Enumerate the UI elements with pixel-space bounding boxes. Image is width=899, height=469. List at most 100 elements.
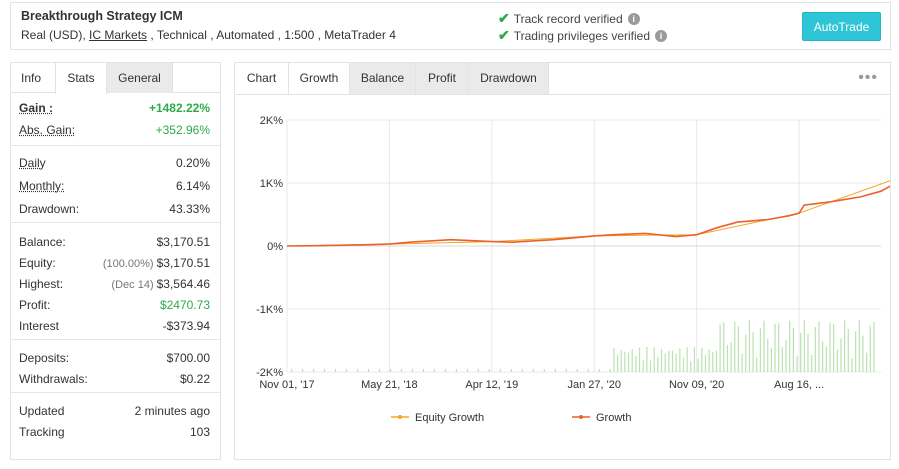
stat-label: Tracking <box>19 424 65 439</box>
activity-bar <box>873 321 875 372</box>
activity-bar <box>334 369 337 372</box>
legend-growth-marker <box>579 415 583 419</box>
trading-privileges-verified: ✔ Trading privileges verified i <box>498 27 668 44</box>
account-details: , Technical , Automated , 1:500 , MetaTr… <box>150 28 396 42</box>
activity-bar <box>488 369 490 372</box>
tab-info[interactable]: Info <box>21 71 42 85</box>
stat-interest: Interest -$373.94 <box>11 315 220 340</box>
activity-bar <box>620 349 622 372</box>
activity-bar <box>803 320 805 372</box>
activity-bar <box>367 369 370 372</box>
activity-bar <box>811 354 813 372</box>
stat-monthly: Monthly: 6.14% <box>11 173 220 199</box>
legend-growth: Growth <box>596 412 631 424</box>
activity-bar <box>624 351 626 372</box>
stat-deposits: Deposits: $700.00 <box>11 347 220 368</box>
activity-bar <box>657 356 659 372</box>
check-icon: ✔ <box>498 27 510 43</box>
activity-bar <box>858 320 860 372</box>
stat-label: Equity: <box>19 255 56 270</box>
activity-bar <box>800 332 802 372</box>
tab-general[interactable]: General <box>107 63 173 93</box>
stat-label[interactable]: Abs. Gain: <box>19 122 76 137</box>
activity-bar <box>565 369 567 372</box>
activity-bar <box>840 338 842 372</box>
activity-bar <box>701 347 703 372</box>
broker-link[interactable]: IC Markets <box>89 28 148 42</box>
activity-bar <box>576 369 578 372</box>
stat-label: Interest <box>19 318 60 333</box>
stat-value: +1482.22% <box>148 100 210 115</box>
activity-bar <box>660 348 663 372</box>
activity-bar <box>737 326 740 372</box>
activity-bar <box>411 369 414 372</box>
activity-bar <box>825 346 827 372</box>
equity-percent: (100.00%) <box>102 257 154 270</box>
activity-bar <box>829 322 831 372</box>
activity-bar <box>715 350 718 372</box>
activity-bar <box>697 358 699 372</box>
activity-bar <box>664 353 666 372</box>
stat-label[interactable]: Daily <box>19 155 46 170</box>
activity-bar <box>312 369 315 372</box>
activity-bar <box>844 320 846 372</box>
stat-label: Updated <box>19 403 65 418</box>
y-tick-label: 0% <box>267 241 283 253</box>
activity-bar <box>646 347 648 372</box>
activity-bar <box>807 333 809 372</box>
activity-bar <box>818 321 820 372</box>
activity-bar <box>836 349 838 372</box>
stat-equity: Equity: (100.00%) $3,170.51 <box>11 252 220 273</box>
y-tick-label: -1K% <box>256 304 283 316</box>
stat-balance: Balance: $3,170.51 <box>11 231 220 252</box>
y-tick-label: 2K% <box>260 115 283 127</box>
activity-bar <box>510 369 512 372</box>
stat-value: $2470.73 <box>159 297 210 312</box>
stat-tracking: Tracking 103 <box>11 421 220 442</box>
info-icon[interactable]: i <box>655 29 668 42</box>
track-record-verified: ✔ Track record verified i <box>498 10 640 27</box>
stat-gain: Gain : +1482.22% <box>11 97 220 118</box>
stat-value: 2 minutes ago <box>134 403 210 418</box>
activity-bar <box>741 353 743 372</box>
tab-profit[interactable]: Profit <box>416 63 469 94</box>
strategy-header: Breakthrough Strategy ICM Real (USD), IC… <box>10 2 891 50</box>
info-icon[interactable]: i <box>627 12 640 25</box>
stat-value: 43.33% <box>169 202 210 216</box>
stat-label[interactable]: Gain : <box>19 100 54 115</box>
stats-list: Gain : +1482.22% Abs. Gain: +352.96% Dai… <box>11 93 220 442</box>
activity-bar <box>745 334 747 372</box>
activity-bar <box>781 347 783 372</box>
tab-drawdown[interactable]: Drawdown <box>469 63 549 94</box>
activity-bar <box>814 327 816 372</box>
legend-equity-marker <box>398 415 402 419</box>
activity-bar <box>554 369 556 372</box>
activity-bar <box>532 369 534 372</box>
stat-label[interactable]: Monthly: <box>19 179 65 193</box>
stat-value: 103 <box>189 424 210 439</box>
activity-bar <box>759 328 761 372</box>
activity-bar <box>477 369 479 372</box>
activity-bar <box>789 320 791 372</box>
activity-bar <box>598 369 600 372</box>
tab-balance[interactable]: Balance <box>350 63 416 94</box>
activity-bar <box>631 349 633 372</box>
tab-growth[interactable]: Growth <box>288 63 350 94</box>
stat-value: $3,564.46 <box>156 276 210 291</box>
activity-bar <box>785 340 787 372</box>
activity-bar <box>869 325 871 372</box>
growth-chart: 2K% 1K% 0% -1K% -2K% Nov 01, '17 May 21, '18 Ap… <box>235 94 899 459</box>
activity-bar <box>291 369 293 372</box>
tab-stats[interactable]: Stats <box>55 63 107 94</box>
stat-value: 0.20% <box>175 155 210 170</box>
activity-bar <box>690 361 692 372</box>
activity-bar <box>466 369 468 372</box>
more-options-icon[interactable]: ••• <box>858 69 878 86</box>
activity-bar <box>444 369 447 372</box>
stat-label: Profit: <box>19 297 51 312</box>
activity-bar <box>613 348 615 372</box>
strategy-details: Real (USD), IC Markets , Technical , Aut… <box>21 28 396 42</box>
verification-label: Trading privileges verified <box>513 28 651 43</box>
autotrade-button[interactable]: AutoTrade <box>802 12 881 41</box>
activity-bar <box>763 320 765 372</box>
